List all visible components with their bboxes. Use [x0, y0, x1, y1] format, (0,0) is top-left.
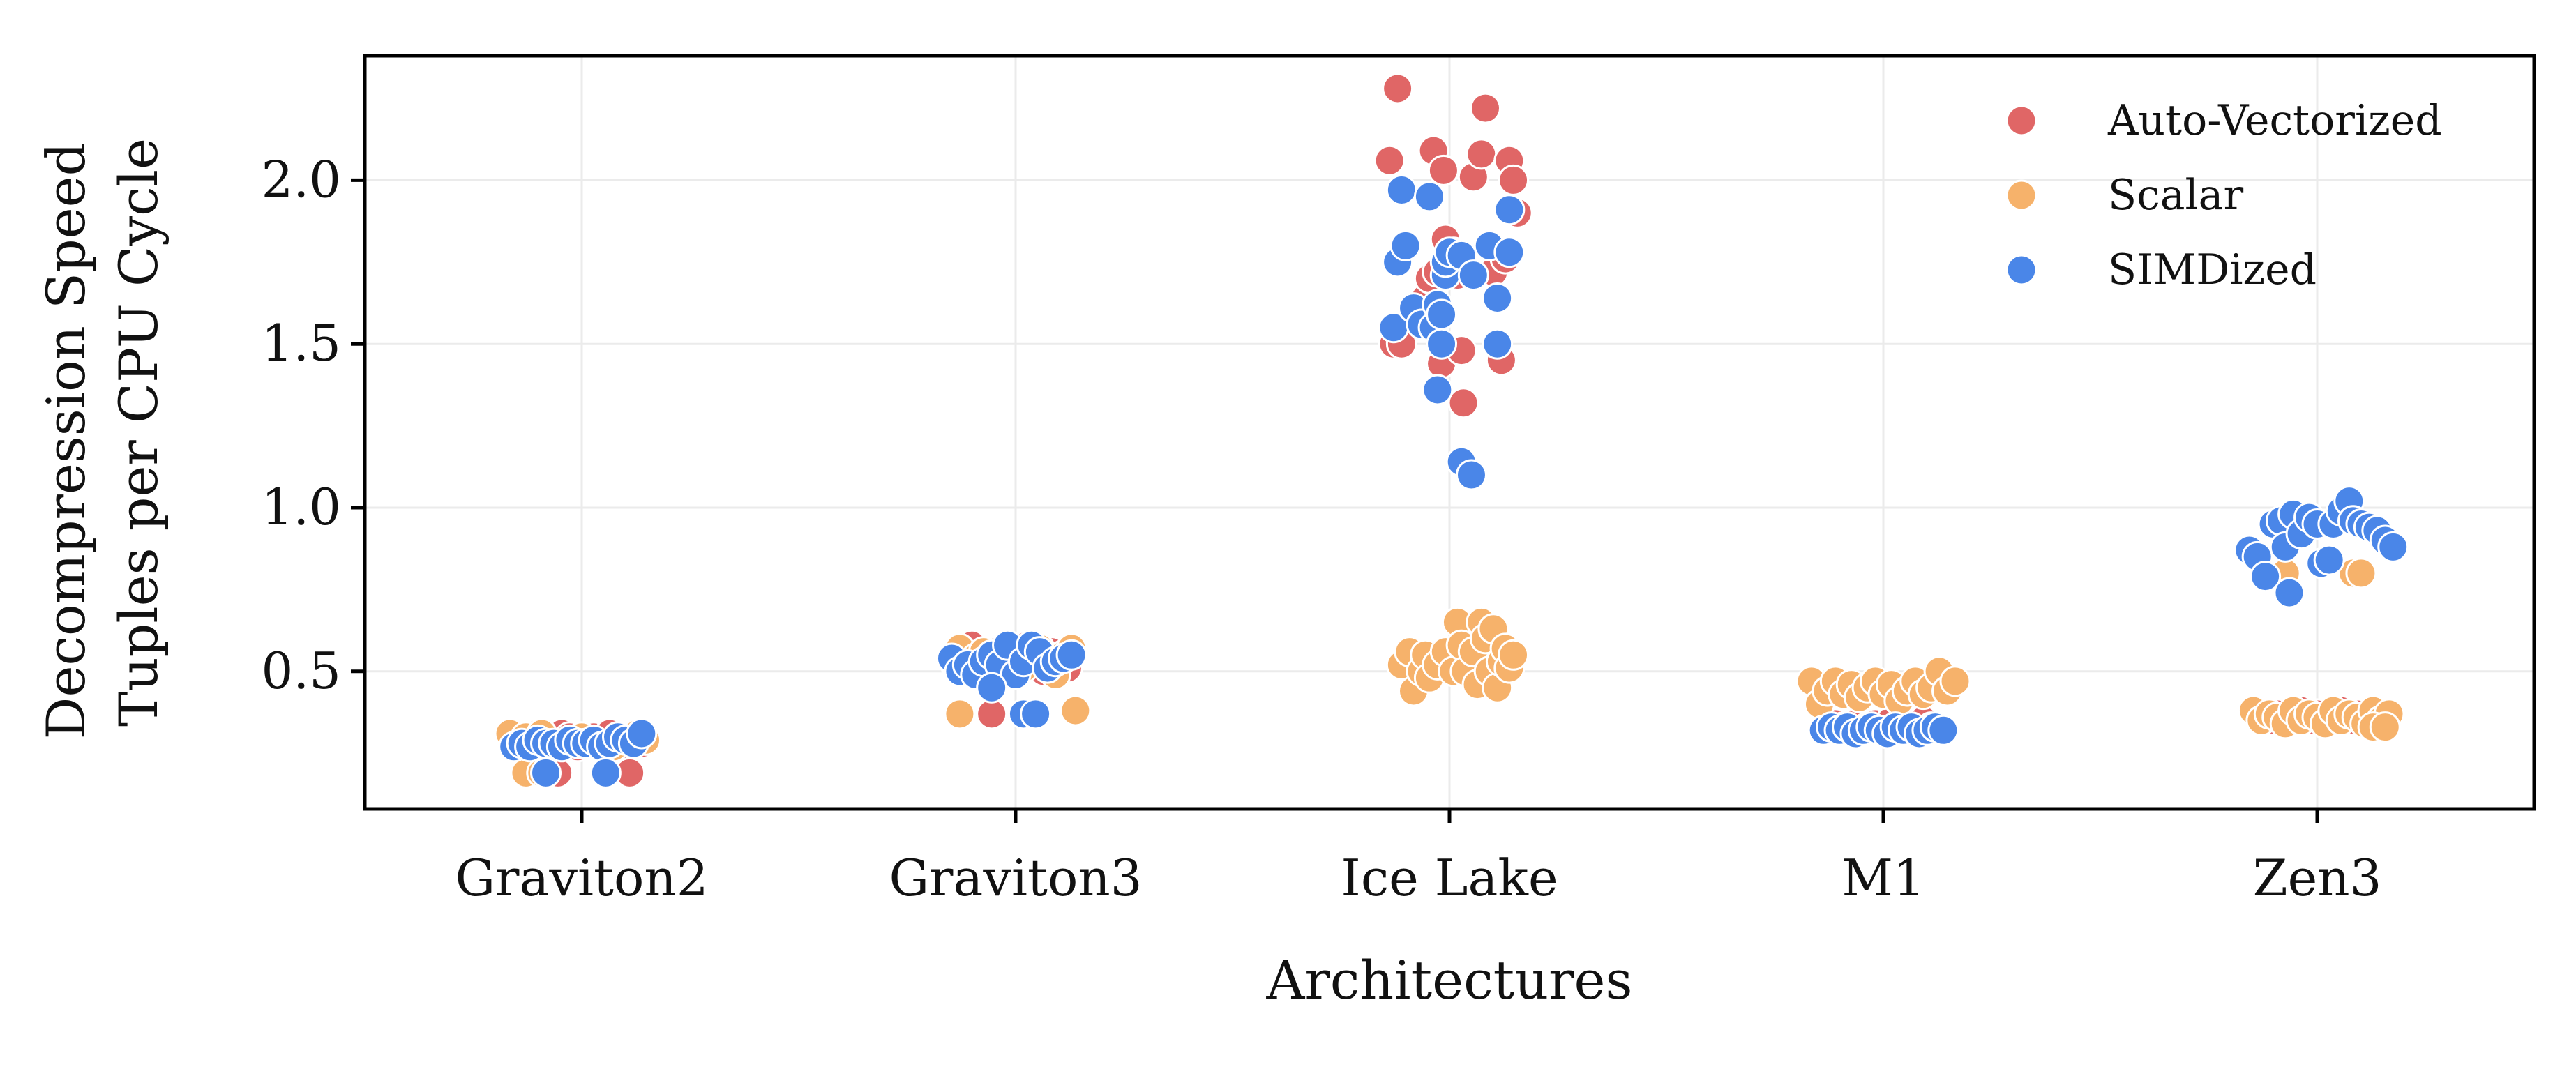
data-point [1373, 144, 1406, 176]
x-tick-label: Zen3 [2253, 849, 2382, 907]
x-tick-label: Graviton3 [889, 849, 1142, 907]
data-point [1927, 714, 1959, 746]
data-point [1426, 298, 1458, 331]
x-tick-label: Graviton2 [455, 849, 708, 907]
data-point [2345, 557, 2377, 589]
data-point [1457, 259, 1489, 291]
data-point [2250, 561, 2282, 593]
data-point [1482, 282, 1514, 314]
data-point [2377, 531, 2409, 563]
data-point [1939, 665, 1971, 697]
data-point [1382, 73, 1414, 105]
legend-marker [2005, 179, 2038, 211]
points-layer [494, 73, 2409, 789]
legend-label: SIMDized [2108, 245, 2317, 294]
x-axis-label: Architectures [1266, 949, 1633, 1011]
legend-marker [2005, 254, 2038, 286]
y-tick-label: 2.0 [261, 150, 341, 209]
data-point [1020, 698, 1052, 730]
data-point [1385, 174, 1417, 206]
y-axis-label-line-2: Tuples per CPU Cycle [107, 138, 170, 727]
data-point [1498, 164, 1530, 196]
data-point [1427, 154, 1459, 186]
legend-label: Scalar [2108, 171, 2243, 220]
legend: Auto-Vectorized Scalar SIMDized [2005, 96, 2442, 294]
data-point [2369, 711, 2401, 743]
ticks-layer: 0.5 1.0 1.5 2.0 Graviton2 Graviton3 Ice Lake M1… [261, 150, 2381, 907]
data-point [1426, 328, 1458, 360]
data-point [1447, 387, 1479, 419]
data-point [1060, 695, 1092, 727]
data-point [1466, 138, 1498, 170]
data-point [2313, 544, 2345, 576]
y-tick-label: 1.5 [261, 314, 341, 372]
data-point [976, 672, 1008, 704]
data-point [2273, 577, 2305, 609]
data-point [1422, 374, 1454, 406]
data-point [976, 698, 1008, 730]
data-point [1055, 639, 1087, 671]
data-point [1470, 92, 1502, 124]
data-point [1493, 194, 1526, 226]
data-point [589, 757, 622, 789]
legend-marker [2005, 105, 2038, 137]
y-axis-label: Decompression Speed Tuples per CPU Cycle [35, 126, 170, 740]
legend-label: Auto-Vectorized [2107, 96, 2442, 145]
y-tick-label: 0.5 [261, 642, 341, 700]
x-tick-label: M1 [1841, 849, 1925, 907]
data-point [1413, 181, 1445, 213]
data-point [1482, 328, 1514, 360]
data-point [529, 757, 562, 789]
data-point [1493, 236, 1526, 268]
data-point [1455, 459, 1487, 491]
y-tick-label: 1.0 [261, 478, 341, 536]
data-point [1389, 229, 1422, 261]
y-axis-label-line-1: Decompression Speed [35, 142, 97, 740]
data-point [1498, 639, 1530, 671]
data-point [944, 698, 976, 730]
series-simdized [498, 174, 2409, 789]
data-point [626, 718, 658, 750]
x-tick-label: Ice Lake [1341, 849, 1558, 907]
